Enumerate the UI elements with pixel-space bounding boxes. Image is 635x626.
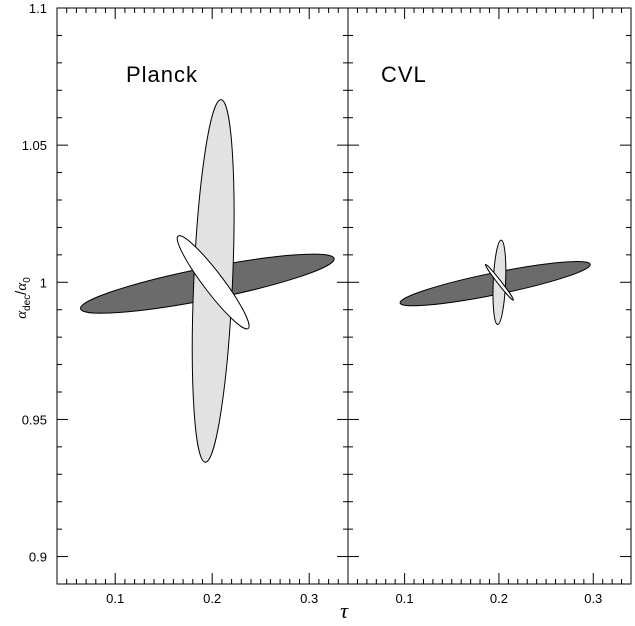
x-axis-label: τ [340,598,349,621]
contours [399,239,591,325]
y-tick-label: 1.1 [29,1,47,16]
x-tick-label: 0.3 [300,591,318,606]
panel-planck: 0.1 0.2 0.3 0.9 0.95 1 1.05 1.1 [22,1,349,606]
ellipse-inner-contour [484,263,514,301]
y-label-alpha-denominator: α [14,282,30,291]
y-label-alpha-numerator: α [14,310,30,319]
y-label-sub-numerator: dec [22,295,33,311]
y-tick-label: 0.9 [29,550,47,565]
y-tick-label: 1 [40,275,47,290]
svg-text:αdec/α0: αdec/α0 [13,277,33,319]
x-tick-label: 0.3 [584,591,602,606]
y-label-sub-denominator: 0 [22,277,33,283]
x-tick-label: 0.2 [203,591,221,606]
y-axis-label: αdec/α0 [13,277,33,319]
ellipse-inner-contour [176,235,250,330]
panel-label-planck: Planck [126,62,198,87]
y-label-slash: / [13,290,30,295]
x-tick-label: 0.2 [490,591,508,606]
panel-cvl: 0.1 0.2 0.3 [347,7,632,606]
panel-label-cvl: CVL [381,62,427,87]
y-tick-label: 1.05 [22,138,47,153]
x-tick-label: 0.1 [396,591,414,606]
y-tick-label: 0.95 [22,412,47,427]
x-tick-label: 0.1 [106,591,124,606]
contours [80,99,335,463]
